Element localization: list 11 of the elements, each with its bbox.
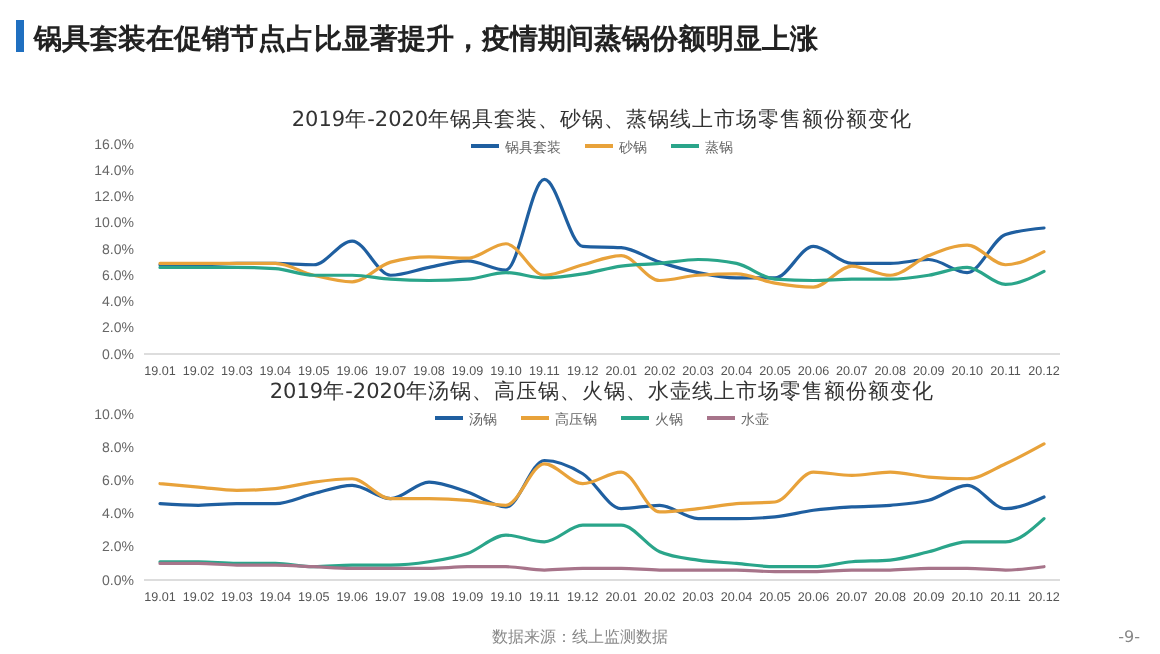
line-series — [158, 177, 1046, 280]
text: -9- — [1118, 628, 1141, 646]
line-series — [158, 242, 1046, 289]
chart-title: 2019年-2020年汤锅、高压锅、火锅、水壶线上市场零售额份额变化 — [269, 378, 935, 404]
line-series — [158, 516, 1046, 569]
line-series — [158, 257, 1046, 287]
text: 锅具套装在促销节点占比显著提升，疫情期间蒸锅份额明显上涨 — [32, 22, 820, 56]
line-series — [158, 458, 1046, 521]
source-note: 数据来源：线上监测数据 — [492, 628, 668, 646]
line-series — [158, 442, 1046, 514]
chart-title: 2019年-2020年锅具套装、砂锅、蒸锅线上市场零售额份额变化 — [291, 106, 913, 132]
